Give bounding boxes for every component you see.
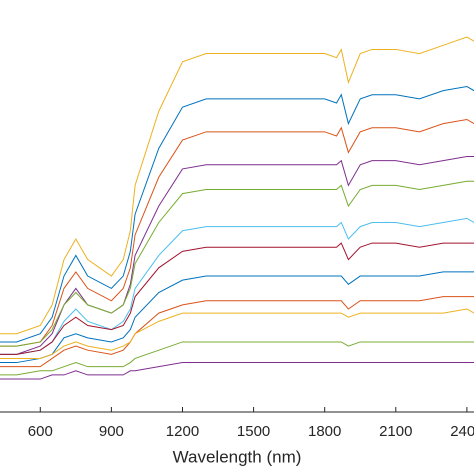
x-tick-label: 2100 <box>379 423 412 440</box>
series-line <box>0 341 474 376</box>
series-line <box>0 217 474 355</box>
x-tick-label: 2400 <box>450 423 474 440</box>
x-axis-label: Wavelength (nm) <box>173 447 302 466</box>
x-tick-label: 1200 <box>166 423 199 440</box>
series-line <box>0 308 474 359</box>
series-line <box>0 296 474 368</box>
series-line <box>0 362 474 380</box>
series-line <box>0 36 474 335</box>
series-line <box>0 180 474 347</box>
series-line <box>0 85 474 343</box>
series-line <box>0 242 474 355</box>
series-line <box>0 271 474 364</box>
x-tick-label: 1800 <box>308 423 341 440</box>
x-tick-label: 900 <box>99 423 124 440</box>
x-tick-label: 1500 <box>237 423 270 440</box>
x-tick-label: 600 <box>28 423 53 440</box>
series-line <box>0 118 474 347</box>
